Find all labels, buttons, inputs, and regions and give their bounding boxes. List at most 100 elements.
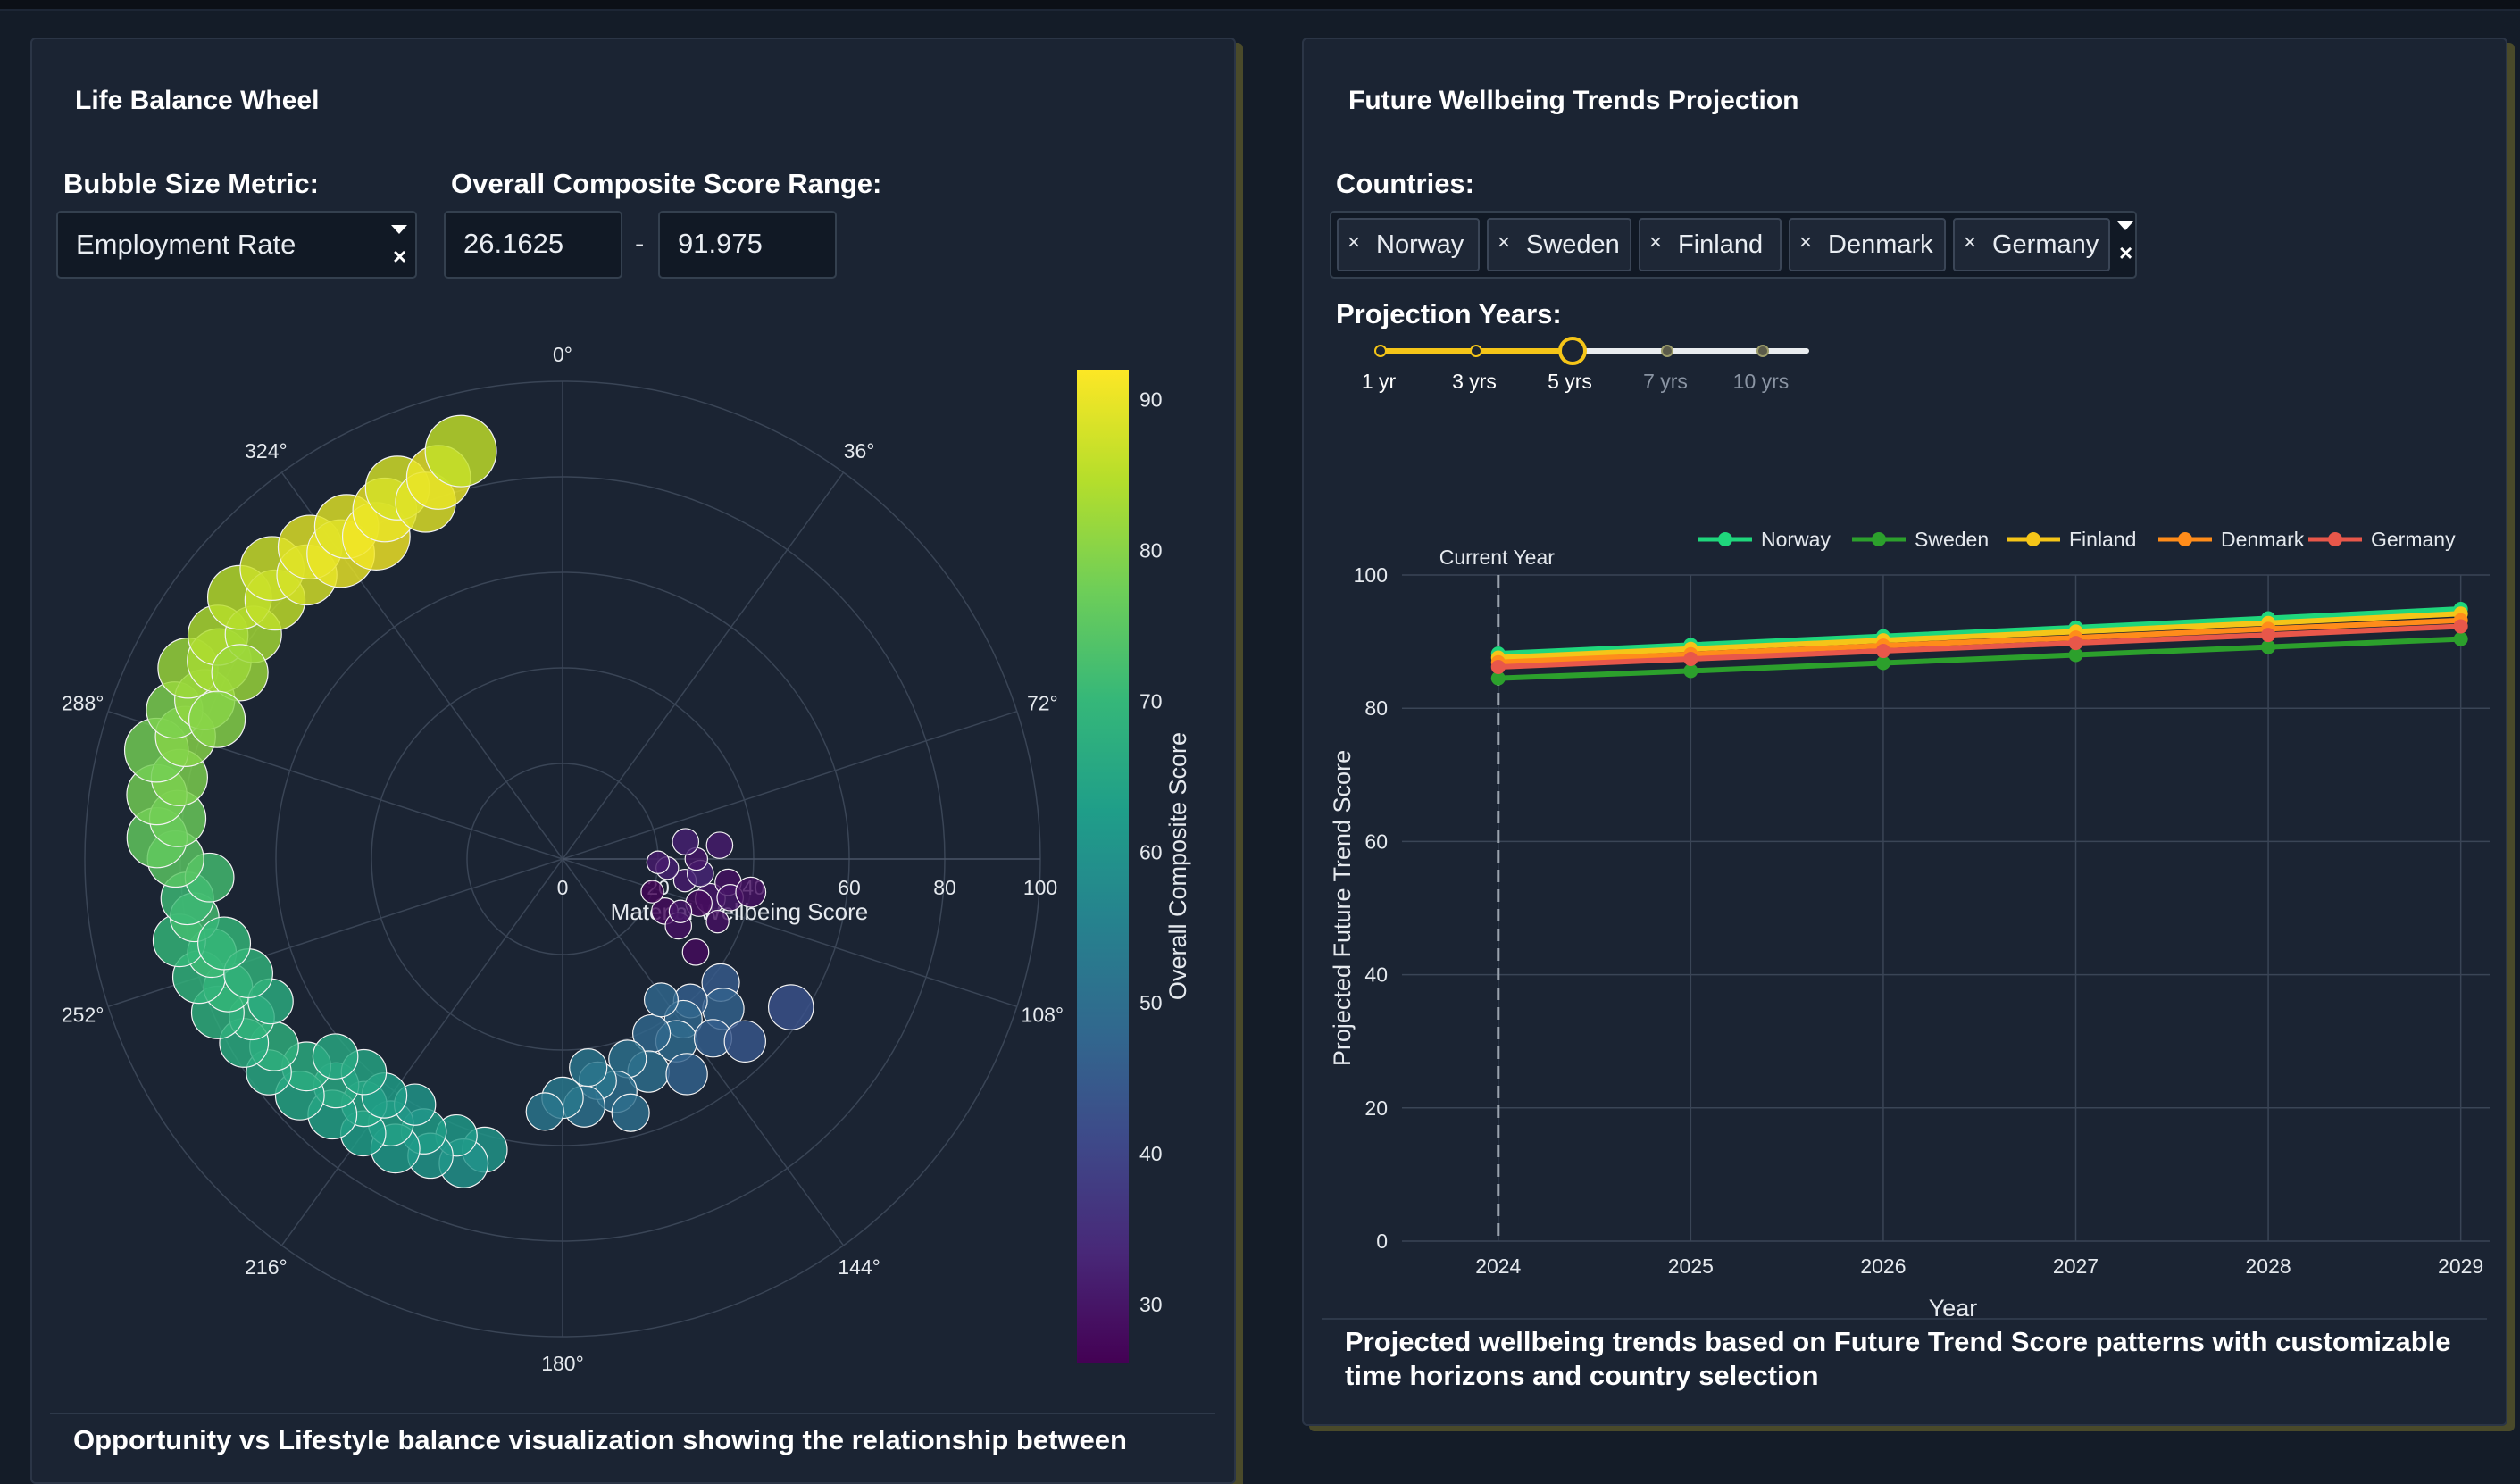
remove-chip-icon[interactable]: × <box>1799 230 1813 254</box>
x-tick-label: 2029 <box>2438 1255 2483 1278</box>
chip-denmark: × Denmark <box>1789 218 1946 271</box>
angular-tick-label: 108° <box>1022 1004 1064 1027</box>
angular-gridline <box>280 858 563 1246</box>
bubble-point <box>723 1020 766 1063</box>
angular-tick-label: 180° <box>541 1352 584 1375</box>
legend-label: Finland <box>2069 528 2136 551</box>
dropdown-value: Employment Rate <box>76 229 296 260</box>
x-tick-label: 2027 <box>2053 1255 2099 1278</box>
bubble-point <box>424 414 497 488</box>
colorbar-tick-label: 90 <box>1139 388 1163 411</box>
chip-label: Germany <box>1992 230 2099 259</box>
bubble-point <box>211 644 269 702</box>
bubble-point <box>681 938 710 966</box>
radial-tick-label: 100 <box>1023 876 1057 899</box>
chart-caption: Opportunity vs Lifestyle balance visuali… <box>73 1424 1127 1455</box>
chip-label: Norway <box>1376 230 1464 259</box>
y-tick-label: 100 <box>1354 563 1388 587</box>
data-point-sweden <box>1683 663 1698 679</box>
top-bar <box>0 0 2520 11</box>
slider-mark-dot[interactable] <box>1374 345 1387 357</box>
data-point-sweden <box>2261 639 2276 654</box>
angular-tick-label: 0° <box>553 343 572 366</box>
data-point-germany <box>1875 644 1890 659</box>
range-min-input[interactable]: 26.1625 <box>444 211 622 279</box>
bubble-point <box>643 982 679 1018</box>
angular-tick-label: 324° <box>245 439 288 463</box>
y-tick-label: 20 <box>1364 1096 1388 1120</box>
angular-tick-label: 72° <box>1027 691 1058 714</box>
clear-icon[interactable]: × <box>2119 239 2133 266</box>
colorbar-title: Overall Composite Score <box>1164 732 1191 1000</box>
range-separator: - <box>635 228 645 259</box>
remove-chip-icon[interactable]: × <box>1964 230 1977 254</box>
clear-icon[interactable]: × <box>393 243 407 270</box>
bubble-layer <box>123 414 814 1188</box>
series-line-germany <box>1498 623 2461 670</box>
bubble-point <box>665 1053 708 1096</box>
panel-title: Future Wellbeing Trends Projection <box>1348 86 1799 115</box>
slider-mark-dot[interactable] <box>1470 345 1482 357</box>
x-tick-label: 2026 <box>1860 1255 1906 1278</box>
remove-chip-icon[interactable]: × <box>1649 230 1663 254</box>
slider-mark-dot[interactable] <box>1756 345 1769 357</box>
legend-marker <box>2178 532 2192 546</box>
y-tick-label: 60 <box>1364 830 1388 853</box>
bubble-point <box>646 850 671 874</box>
slider-label-3yrs[interactable]: 3 yrs <box>1452 370 1497 393</box>
angular-gridline <box>562 858 1018 1008</box>
bubble-point <box>197 916 252 971</box>
angular-tick-label: 288° <box>62 691 104 714</box>
chip-label: Finland <box>1678 230 1764 259</box>
countries-multiselect[interactable]: × Norway × Sweden × Finland × Denmark × … <box>1330 211 2137 279</box>
y-axis-title: Projected Future Trend Score <box>1329 750 1356 1066</box>
angular-tick-label: 144° <box>838 1255 880 1279</box>
colorbar <box>1077 370 1129 1363</box>
chevron-down-icon[interactable] <box>2117 221 2133 230</box>
bubble-point <box>640 880 664 904</box>
legend-label: Sweden <box>1915 528 1989 551</box>
data-point-germany <box>2068 636 2083 651</box>
angular-tick-label: 36° <box>844 439 875 463</box>
remove-chip-icon[interactable]: × <box>1348 230 1361 254</box>
x-tick-label: 2028 <box>2246 1255 2291 1278</box>
slider-track[interactable] <box>1381 348 1809 354</box>
countries-label: Countries: <box>1336 168 1474 199</box>
chip-label: Sweden <box>1526 230 1620 259</box>
radial-tick-label: 80 <box>933 876 956 899</box>
slider-handle[interactable] <box>1558 337 1587 365</box>
slider-label-7yrs[interactable]: 7 yrs <box>1643 370 1688 393</box>
slider-mark-dot[interactable] <box>1661 345 1673 357</box>
angular-tick-label: 252° <box>62 1004 104 1027</box>
divider <box>1322 1318 2487 1320</box>
bubble-point <box>705 831 734 859</box>
bubble-metric-label: Bubble Size Metric: <box>63 168 319 199</box>
projection-years-label: Projection Years: <box>1336 298 1562 329</box>
bubble-point <box>188 690 246 748</box>
slider-label-5yrs[interactable]: 5 yrs <box>1548 370 1592 393</box>
x-tick-label: 2025 <box>1668 1255 1714 1278</box>
bubble-metric-dropdown[interactable]: Employment Rate × <box>56 211 417 279</box>
series-line-denmark <box>1498 617 2461 665</box>
polar-bubble-chart: 0°36°72°108°144°180°216°252°288°324°0204… <box>62 343 1191 1375</box>
angular-gridline <box>562 471 845 860</box>
series-line-norway <box>1498 606 2461 657</box>
legend-marker <box>1718 532 1732 546</box>
colorbar-tick-label: 80 <box>1139 538 1163 562</box>
chip-label: Denmark <box>1828 230 1933 259</box>
remove-chip-icon[interactable]: × <box>1498 230 1511 254</box>
slider-label-10yrs[interactable]: 10 yrs <box>1732 370 1790 393</box>
legend-label: Norway <box>1761 528 1831 551</box>
x-axis-title: Year <box>1929 1295 1978 1316</box>
chip-germany: × Germany <box>1953 218 2110 271</box>
chip-sweden: × Sweden <box>1487 218 1631 271</box>
chevron-down-icon[interactable] <box>391 225 407 234</box>
range-max-input[interactable]: 91.975 <box>658 211 837 279</box>
slider-label-1yr[interactable]: 1 yr <box>1361 370 1397 393</box>
chart-caption: Projected wellbeing trends based on Futu… <box>1345 1326 2451 1391</box>
colorbar-tick-label: 60 <box>1139 840 1163 863</box>
chip-finland: × Finland <box>1639 218 1782 271</box>
data-point-germany <box>2261 628 2276 643</box>
bubble-point <box>735 876 767 908</box>
colorbar-tick-label: 70 <box>1139 689 1163 713</box>
